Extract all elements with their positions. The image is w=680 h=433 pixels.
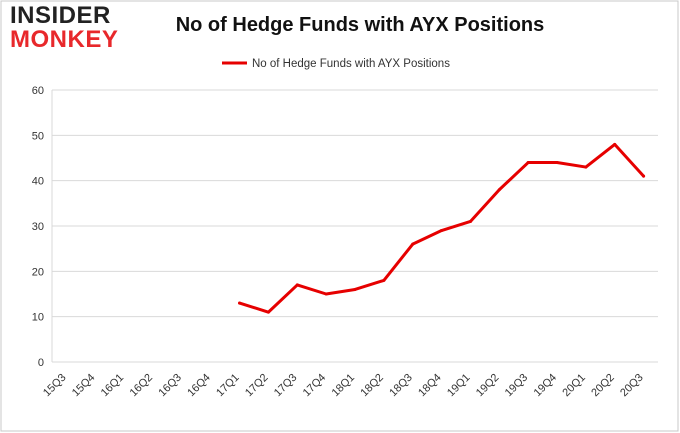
x-tick-label: 16Q4	[185, 372, 213, 400]
series-line	[238, 142, 646, 314]
chart-title: No of Hedge Funds with AYX Positions	[175, 14, 545, 36]
data-point	[584, 165, 588, 169]
insider-monkey-logo: INSIDER MONKEY	[10, 4, 128, 56]
x-tick-label: 19Q3	[503, 372, 531, 400]
y-axis-ticks: 0 10 20 30 40 50 60	[32, 85, 44, 369]
data-point	[440, 229, 444, 233]
data-point	[468, 219, 472, 223]
x-tick-label: 17Q4	[301, 372, 329, 400]
series-group	[238, 142, 646, 314]
logo-text-monkey: MONKEY	[10, 26, 119, 53]
y-tick-label: 0	[38, 357, 44, 369]
x-tick-label: 19Q2	[474, 372, 502, 400]
x-tick-label: 19Q1	[445, 372, 473, 400]
gridlines	[51, 89, 658, 363]
y-tick-label: 50	[32, 130, 44, 142]
data-point	[526, 161, 530, 165]
legend: No of Hedge Funds with AYX Positions	[222, 58, 450, 70]
x-tick-label: 16Q3	[156, 372, 184, 400]
x-tick-label: 16Q2	[128, 372, 156, 400]
x-tick-label: 20Q2	[589, 372, 617, 400]
x-tick-label: 18Q4	[416, 372, 444, 400]
y-tick-label: 40	[32, 176, 44, 188]
x-axis-ticks: 15Q3 15Q4 16Q1 16Q2 16Q3 16Q4 17Q1 17Q2 17Q3 17Q4…	[41, 372, 646, 400]
data-point	[238, 301, 242, 305]
data-point	[382, 278, 386, 282]
x-tick-label: 20Q1	[560, 372, 588, 400]
data-point	[555, 161, 559, 165]
legend-label: No of Hedge Funds with AYX Positions	[252, 58, 450, 70]
x-tick-label: 16Q1	[99, 372, 127, 400]
data-point	[642, 174, 646, 178]
y-tick-label: 20	[32, 266, 44, 278]
y-tick-label: 10	[32, 312, 44, 324]
x-tick-label: 18Q3	[387, 372, 415, 400]
x-tick-label: 18Q1	[330, 372, 358, 400]
data-point	[266, 310, 270, 314]
data-point	[497, 188, 501, 192]
y-tick-label: 30	[32, 221, 44, 233]
x-tick-label: 20Q3	[618, 372, 646, 400]
data-point	[411, 242, 415, 246]
data-point	[324, 292, 328, 296]
data-point	[613, 142, 617, 146]
logo-text-insider: INSIDER	[10, 2, 111, 29]
data-point	[353, 287, 357, 291]
x-tick-label: 15Q3	[41, 372, 69, 400]
x-tick-label: 17Q2	[243, 372, 271, 400]
data-point	[295, 283, 299, 287]
x-tick-label: 18Q2	[358, 372, 386, 400]
x-tick-label: 19Q4	[532, 372, 560, 400]
x-tick-label: 15Q4	[70, 372, 98, 400]
y-tick-label: 60	[32, 85, 44, 97]
x-tick-label: 17Q1	[214, 372, 242, 400]
x-tick-label: 17Q3	[272, 372, 300, 400]
